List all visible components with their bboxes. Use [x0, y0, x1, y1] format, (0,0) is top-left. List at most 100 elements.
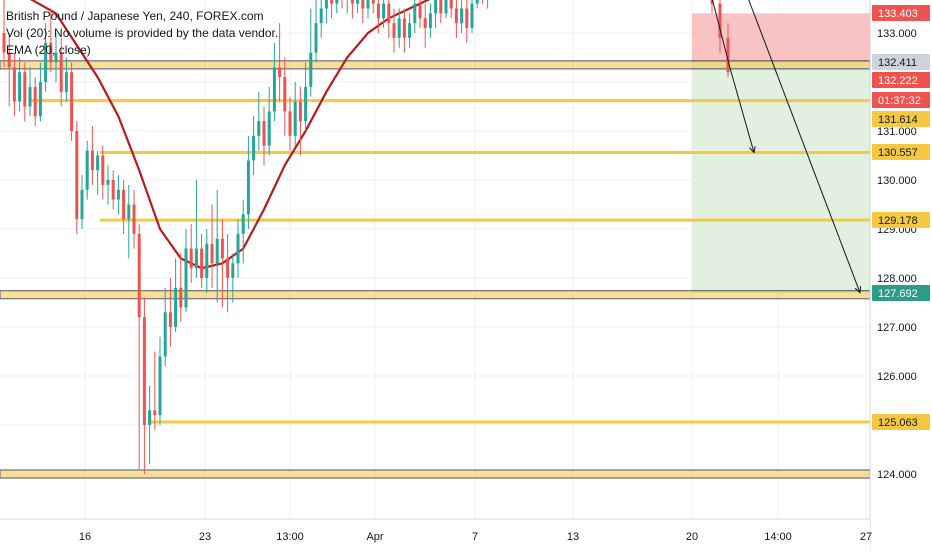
- support-resistance-zone: [0, 289, 871, 300]
- time-axis[interactable]: 16 23 13:00 Apr 7 13 20 14:00 27: [0, 518, 872, 550]
- symbol-title[interactable]: British Pound / Japanese Yen, 240, FOREX…: [6, 9, 264, 23]
- candle-body: [168, 312, 172, 327]
- candle-body: [101, 155, 105, 185]
- candle: [475, 0, 479, 9]
- horizontal-levels[interactable]: [0, 60, 871, 479]
- candle-body: [428, 13, 432, 29]
- price-label-bg: [872, 212, 930, 228]
- candle-body: [465, 8, 469, 29]
- ema-line: [30, 0, 431, 270]
- candle-body: [179, 287, 183, 308]
- candle: [59, 37, 63, 107]
- candle: [153, 351, 157, 430]
- candle: [96, 150, 100, 195]
- candle: [293, 82, 297, 146]
- time-tick-label: 20: [686, 531, 698, 543]
- candle: [324, 0, 328, 24]
- candle-body: [75, 131, 79, 220]
- candle-body: [423, 18, 427, 29]
- time-tick-label: 7: [472, 531, 478, 543]
- candle-body: [106, 180, 110, 185]
- candle: [220, 219, 224, 308]
- price-axis[interactable]: 133.000132.000131.000130.000129.000128.0…: [869, 0, 932, 550]
- price-label-text: 130.557: [878, 147, 918, 159]
- candle-body: [2, 33, 6, 53]
- time-tick-label: 14:00: [764, 531, 792, 543]
- price-label-text: 133.403: [878, 8, 918, 20]
- candle-body: [23, 72, 27, 107]
- candle: [241, 199, 245, 264]
- candle: [341, 0, 343, 9]
- candle: [408, 13, 412, 48]
- candle: [210, 204, 214, 288]
- candle: [444, 0, 448, 19]
- price-label-bg: [872, 414, 930, 430]
- candle: [70, 62, 74, 141]
- candle-body: [132, 204, 136, 234]
- candle: [392, 8, 396, 53]
- projection-arrows[interactable]: [711, 0, 860, 293]
- candle: [257, 91, 261, 151]
- candle: [101, 145, 105, 200]
- candle-body: [70, 72, 74, 131]
- candle-body: [7, 52, 11, 68]
- price-label: 133.403: [872, 5, 930, 21]
- candle-body: [153, 410, 157, 416]
- ema-indicator-label[interactable]: EMA (20, close): [6, 43, 91, 57]
- candle-body: [54, 52, 58, 63]
- candle-body: [220, 238, 224, 259]
- candle: [382, 0, 386, 29]
- candle-body: [142, 317, 146, 425]
- price-label-text: 131.614: [878, 114, 918, 126]
- price-label-text: 125.063: [878, 417, 918, 429]
- candle: [252, 116, 256, 176]
- price-tick-label: 131.000: [877, 126, 917, 138]
- candle-body: [356, 0, 360, 4]
- candle-body: [335, 0, 339, 4]
- projection-line: [711, 0, 731, 69]
- candle: [168, 278, 172, 347]
- candle-body: [137, 233, 141, 318]
- target-arrow-2: [748, 0, 860, 293]
- candle: [267, 86, 271, 156]
- candle: [481, 0, 483, 4]
- candle: [470, 0, 474, 33]
- price-label: 132.222: [872, 72, 930, 88]
- candle: [439, 0, 443, 24]
- stop-loss-zone: [692, 13, 870, 62]
- time-tick-label: 13:00: [276, 531, 304, 543]
- candle: [402, 8, 406, 53]
- candle: [163, 287, 167, 367]
- candle: [449, 0, 453, 19]
- candle-body: [28, 86, 32, 107]
- time-tick-label: 16: [79, 531, 91, 543]
- candle: [49, 8, 53, 73]
- candle-body: [418, 3, 422, 19]
- candle: [236, 219, 240, 278]
- candle: [346, 0, 348, 14]
- candle: [726, 23, 730, 78]
- candle-body: [111, 180, 115, 200]
- candle: [189, 224, 193, 283]
- candle: [350, 0, 354, 19]
- volume-indicator-label[interactable]: Vol (20): No volume is provided by the d…: [6, 26, 279, 40]
- candle: [413, 0, 417, 33]
- candle: [272, 42, 276, 122]
- candle-body: [413, 3, 417, 24]
- candle: [106, 165, 110, 205]
- candle: [12, 52, 16, 117]
- candle: [314, 0, 318, 63]
- candle: [418, 0, 422, 29]
- candle-body: [194, 248, 198, 269]
- candle: [283, 57, 287, 136]
- target-arrow-1: [729, 67, 754, 153]
- candle: [28, 67, 32, 117]
- candle-body: [200, 248, 204, 278]
- price-label: 132.411: [872, 54, 930, 70]
- candle: [262, 106, 266, 166]
- candle-body: [85, 150, 89, 190]
- candle: [319, 0, 323, 38]
- candle-body: [236, 233, 240, 264]
